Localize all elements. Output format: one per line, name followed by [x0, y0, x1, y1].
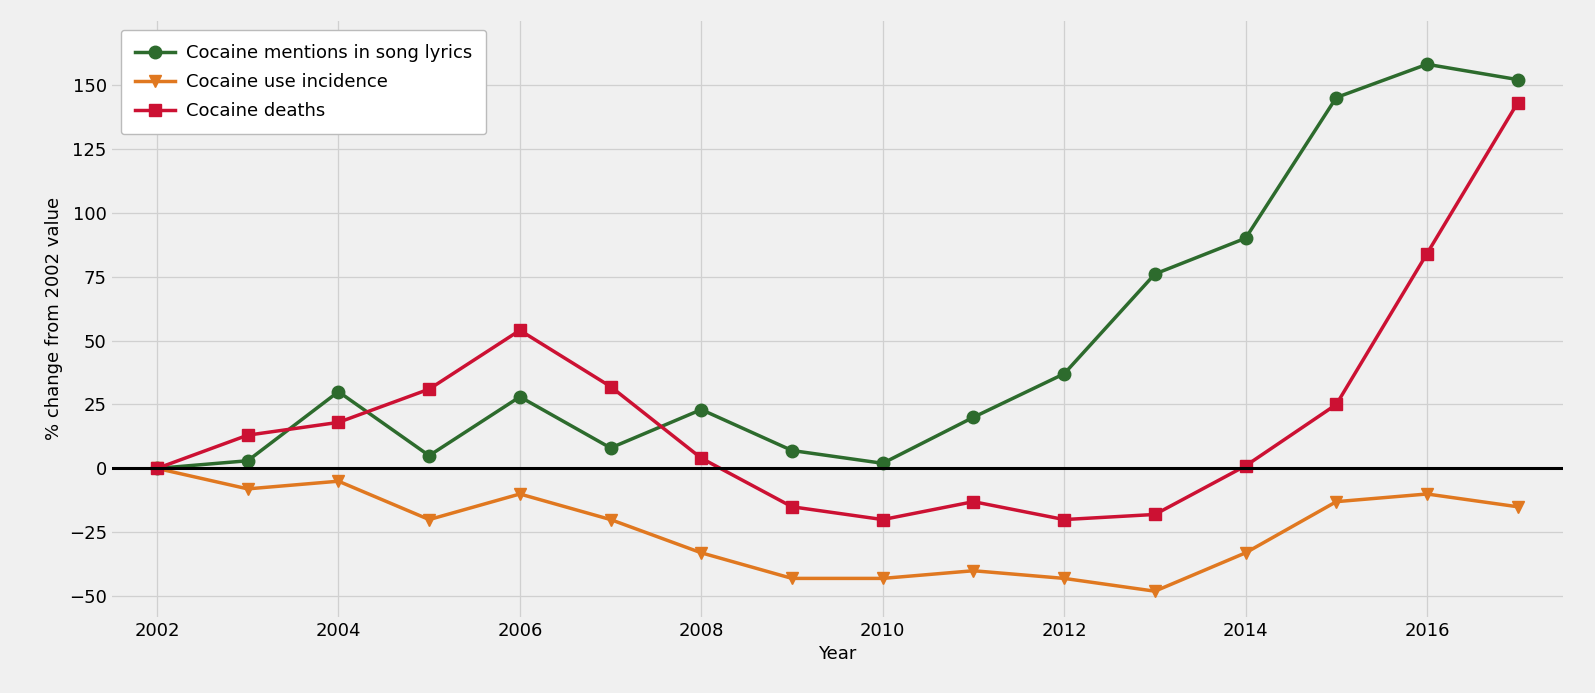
Cocaine deaths [1327, 401, 1346, 409]
Cocaine use incidence [692, 549, 711, 557]
Cocaine use incidence [419, 516, 439, 524]
Cocaine deaths [510, 326, 530, 335]
Line: Cocaine mentions in song lyrics: Cocaine mentions in song lyrics [152, 58, 1523, 475]
Cocaine deaths [329, 418, 348, 426]
Cocaine mentions in song lyrics [963, 413, 983, 421]
Line: Cocaine deaths: Cocaine deaths [152, 96, 1523, 526]
Cocaine deaths [147, 464, 166, 473]
Cocaine deaths [601, 383, 620, 391]
Cocaine mentions in song lyrics [1418, 60, 1437, 69]
Cocaine use incidence [510, 490, 530, 498]
Cocaine deaths [1509, 98, 1528, 107]
Cocaine deaths [692, 454, 711, 462]
Cocaine use incidence [963, 567, 983, 575]
Cocaine mentions in song lyrics [1236, 234, 1255, 243]
Cocaine mentions in song lyrics [601, 444, 620, 452]
Cocaine deaths [872, 516, 892, 524]
Cocaine use incidence [147, 464, 166, 473]
Cocaine use incidence [872, 574, 892, 583]
Cocaine use incidence [783, 574, 802, 583]
Cocaine deaths [1145, 510, 1164, 518]
Cocaine use incidence [1327, 498, 1346, 506]
Cocaine deaths [963, 498, 983, 506]
Cocaine mentions in song lyrics [783, 446, 802, 455]
Cocaine deaths [238, 431, 257, 439]
Legend: Cocaine mentions in song lyrics, Cocaine use incidence, Cocaine deaths: Cocaine mentions in song lyrics, Cocaine… [121, 30, 486, 134]
Cocaine mentions in song lyrics [510, 393, 530, 401]
Cocaine deaths [1054, 516, 1073, 524]
Cocaine mentions in song lyrics [419, 451, 439, 459]
Cocaine use incidence [601, 516, 620, 524]
Cocaine mentions in song lyrics [1145, 270, 1164, 278]
Cocaine use incidence [1418, 490, 1437, 498]
Cocaine deaths [1418, 249, 1437, 258]
Cocaine use incidence [1509, 502, 1528, 511]
Cocaine use incidence [238, 484, 257, 493]
Cocaine use incidence [1145, 587, 1164, 595]
Cocaine mentions in song lyrics [238, 457, 257, 465]
Cocaine use incidence [329, 477, 348, 485]
Cocaine mentions in song lyrics [1054, 369, 1073, 378]
Cocaine mentions in song lyrics [872, 459, 892, 468]
Cocaine mentions in song lyrics [147, 464, 166, 473]
Cocaine deaths [1236, 462, 1255, 470]
Cocaine use incidence [1054, 574, 1073, 583]
Cocaine mentions in song lyrics [329, 387, 348, 396]
Line: Cocaine use incidence: Cocaine use incidence [152, 462, 1523, 597]
Cocaine deaths [783, 502, 802, 511]
Cocaine mentions in song lyrics [692, 405, 711, 414]
Cocaine use incidence [1236, 549, 1255, 557]
X-axis label: Year: Year [818, 645, 857, 663]
Cocaine mentions in song lyrics [1509, 76, 1528, 84]
Cocaine mentions in song lyrics [1327, 94, 1346, 102]
Cocaine deaths [419, 385, 439, 394]
Y-axis label: % change from 2002 value: % change from 2002 value [45, 198, 64, 440]
